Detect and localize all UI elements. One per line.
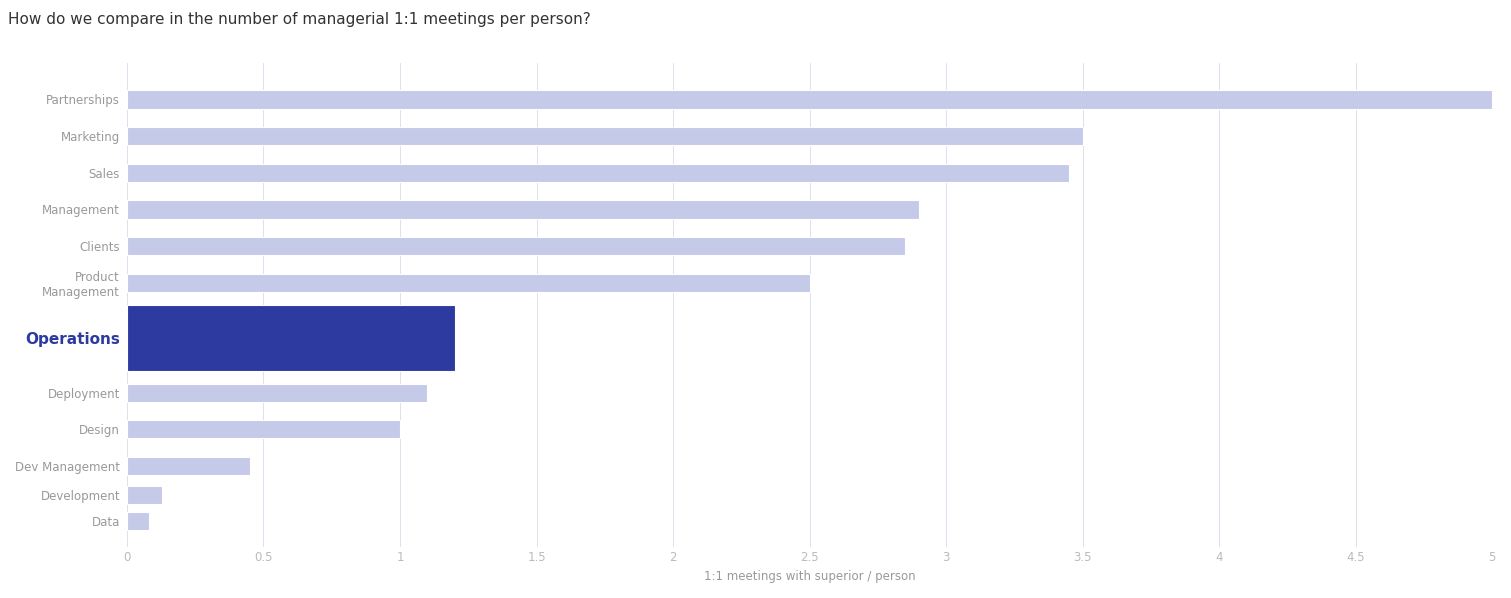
Bar — [127, 127, 1083, 145]
Bar — [127, 237, 905, 255]
Bar — [127, 512, 148, 530]
Bar — [127, 200, 919, 219]
Text: How do we compare in the number of managerial 1:1 meetings per person?: How do we compare in the number of manag… — [8, 12, 591, 27]
Bar — [127, 420, 400, 438]
X-axis label: 1:1 meetings with superior / person: 1:1 meetings with superior / person — [704, 570, 916, 583]
Bar — [127, 273, 810, 292]
Bar — [127, 90, 1493, 109]
Bar — [127, 457, 249, 475]
Bar — [127, 305, 455, 371]
Bar — [127, 486, 163, 505]
Bar — [127, 164, 1070, 182]
Bar — [127, 383, 428, 402]
